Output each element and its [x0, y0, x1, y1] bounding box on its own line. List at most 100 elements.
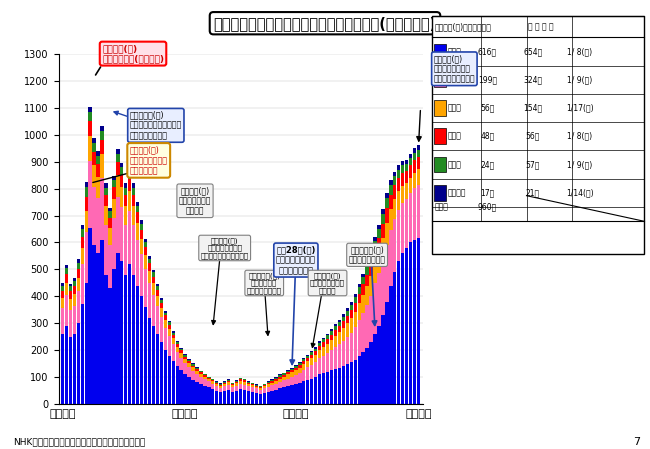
Bar — [361, 313, 365, 352]
Bar — [373, 241, 377, 250]
Bar — [235, 391, 238, 404]
Bar — [247, 384, 250, 386]
Bar — [179, 348, 183, 351]
Bar — [215, 382, 218, 383]
Bar — [274, 379, 278, 381]
Bar — [77, 278, 80, 291]
Bar — [377, 224, 381, 229]
Bar — [215, 383, 218, 384]
Bar — [310, 358, 313, 365]
Bar — [191, 367, 195, 371]
Bar — [334, 369, 337, 404]
Bar — [132, 225, 135, 275]
Bar — [136, 212, 139, 223]
Bar — [223, 383, 226, 384]
Bar — [92, 245, 96, 404]
Bar — [211, 389, 214, 404]
Bar — [330, 331, 333, 335]
Bar — [109, 218, 112, 228]
Text: 1/17(日): 1/17(日) — [566, 103, 593, 113]
Bar — [235, 382, 238, 383]
Bar — [132, 206, 135, 225]
Bar — [148, 264, 151, 271]
Bar — [302, 358, 305, 359]
Bar — [263, 388, 266, 393]
Bar — [207, 379, 211, 382]
Bar — [73, 278, 76, 281]
Bar — [298, 368, 302, 373]
Bar — [255, 386, 258, 387]
Bar — [302, 364, 305, 370]
Bar — [266, 392, 270, 404]
Bar — [203, 374, 207, 375]
Bar — [132, 188, 135, 195]
Bar — [326, 334, 330, 335]
Bar — [156, 286, 159, 290]
Text: １月９日(土)
１，２１３人(過去最多): １月９日(土) １，２１３人(過去最多) — [102, 44, 164, 63]
Bar — [164, 313, 167, 316]
Bar — [227, 381, 230, 382]
Bar — [385, 208, 389, 223]
Text: ３月２１日(日)
緊急事態宣言解除: ３月２１日(日) 緊急事態宣言解除 — [348, 245, 385, 264]
Bar — [172, 361, 175, 404]
Text: 1/ 8(金): 1/ 8(金) — [567, 47, 592, 56]
Bar — [187, 361, 190, 363]
Bar — [397, 170, 400, 178]
Bar — [385, 198, 389, 208]
Bar — [342, 314, 345, 317]
Bar — [136, 286, 139, 404]
Bar — [100, 126, 104, 131]
Bar — [286, 374, 290, 379]
Bar — [168, 356, 171, 404]
Bar — [310, 365, 313, 379]
Bar — [140, 296, 143, 404]
Bar — [294, 370, 298, 375]
Bar — [112, 187, 116, 199]
Bar — [282, 387, 286, 404]
Bar — [255, 387, 258, 388]
Bar — [124, 206, 127, 225]
Bar — [259, 387, 262, 388]
Bar — [231, 392, 234, 404]
Bar — [385, 223, 389, 245]
Bar — [77, 291, 80, 323]
Bar — [263, 385, 266, 386]
Bar — [151, 273, 155, 277]
Bar — [266, 383, 270, 384]
Bar — [358, 320, 361, 356]
Bar — [187, 360, 190, 361]
Bar — [405, 172, 408, 183]
Bar — [77, 259, 80, 263]
Bar — [413, 148, 416, 153]
Bar — [128, 167, 131, 171]
Bar — [377, 273, 381, 326]
Bar — [401, 161, 404, 165]
Bar — [286, 370, 290, 371]
Bar — [350, 302, 353, 305]
Bar — [140, 239, 143, 254]
Text: 1/ 8(金): 1/ 8(金) — [567, 132, 592, 141]
Bar — [144, 255, 147, 269]
Bar — [69, 310, 72, 337]
Bar — [243, 379, 246, 380]
Bar — [65, 326, 68, 404]
Bar — [318, 358, 321, 374]
Bar — [61, 308, 64, 334]
Text: 21人: 21人 — [526, 188, 540, 198]
Text: 17人: 17人 — [480, 188, 495, 198]
Bar — [334, 336, 337, 347]
Bar — [358, 294, 361, 304]
Bar — [318, 350, 321, 358]
Bar — [69, 299, 72, 310]
Bar — [65, 274, 68, 283]
Bar — [128, 264, 131, 404]
Bar — [278, 375, 281, 377]
Bar — [243, 390, 246, 404]
Bar — [148, 256, 151, 259]
Bar — [251, 385, 254, 387]
Bar — [61, 286, 64, 291]
Bar — [151, 283, 155, 295]
Bar — [338, 320, 341, 321]
Bar — [168, 336, 171, 356]
Bar — [334, 330, 337, 336]
